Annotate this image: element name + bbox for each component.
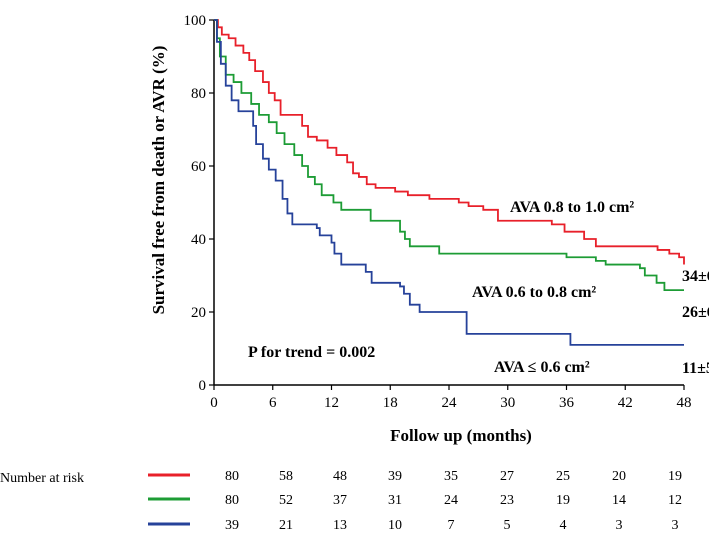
series-group (214, 19, 685, 346)
end-value-red: 34±6% (682, 268, 709, 285)
risk-count: 52 (279, 493, 293, 508)
risk-count: 25 (556, 469, 570, 484)
risk-table-label: Number at risk (0, 471, 84, 486)
risk-count: 31 (388, 493, 402, 508)
risk-count: 10 (388, 518, 402, 533)
x-tick-label: 18 (383, 395, 398, 411)
legend-label-green: AVA 0.6 to 0.8 cm² (472, 284, 596, 301)
risk-count: 3 (672, 518, 679, 533)
risk-count: 24 (444, 493, 458, 508)
legend-label-red: AVA 0.8 to 1.0 cm² (510, 199, 634, 216)
y-tick-label: 60 (191, 159, 206, 175)
risk-count: 39 (225, 518, 239, 533)
x-tick-label: 0 (210, 395, 218, 411)
end-value-green: 26±6% (682, 304, 709, 321)
risk-count: 5 (504, 518, 511, 533)
risk-count: 20 (612, 469, 626, 484)
x-axis-label: Follow up (months) (390, 426, 532, 445)
y-axis-label: Survival free from death or AVR (%) (149, 46, 168, 315)
risk-count: 13 (333, 518, 347, 533)
y-tick-label: 100 (184, 13, 207, 29)
x-tick-label: 24 (442, 395, 458, 411)
risk-count: 58 (279, 469, 293, 484)
risk-count: 14 (612, 493, 626, 508)
risk-count: 80 (225, 493, 239, 508)
risk-count: 12 (668, 493, 682, 508)
risk-count: 7 (448, 518, 455, 533)
legend-label-blue: AVA ≤ 0.6 cm² (494, 359, 590, 376)
survival-curve-red (214, 19, 685, 265)
risk-count: 80 (225, 469, 239, 484)
x-tick-label: 36 (559, 395, 575, 411)
survival-curve-blue (214, 19, 684, 346)
risk-count: 23 (500, 493, 514, 508)
p-value-annotation: P for trend = 0.002 (248, 344, 375, 361)
risk-count: 37 (333, 493, 347, 508)
risk-count: 3 (616, 518, 623, 533)
x-tick-label: 6 (269, 395, 277, 411)
y-tick-label: 20 (191, 305, 206, 321)
x-tick-label: 30 (500, 395, 515, 411)
risk-count: 19 (668, 469, 682, 484)
risk-count: 48 (333, 469, 347, 484)
risk-count: 4 (560, 518, 567, 533)
risk-count: 27 (500, 469, 514, 484)
y-tick-label: 80 (191, 86, 206, 102)
risk-count: 39 (388, 469, 402, 484)
risk-count: 35 (444, 469, 458, 484)
risk-count: 21 (279, 518, 293, 533)
x-tick-label: 42 (618, 395, 633, 411)
x-tick-label: 12 (324, 395, 339, 411)
y-tick-label: 0 (199, 378, 207, 394)
survival-curve-green (214, 19, 684, 291)
risk-count: 19 (556, 493, 570, 508)
end-value-blue: 11±5% (682, 360, 709, 377)
y-tick-label: 40 (191, 232, 206, 248)
ticks: 0 6 12 18 24 30 36 42 48 0 20 40 60 80 100 (184, 13, 692, 411)
x-tick-label: 48 (677, 395, 692, 411)
